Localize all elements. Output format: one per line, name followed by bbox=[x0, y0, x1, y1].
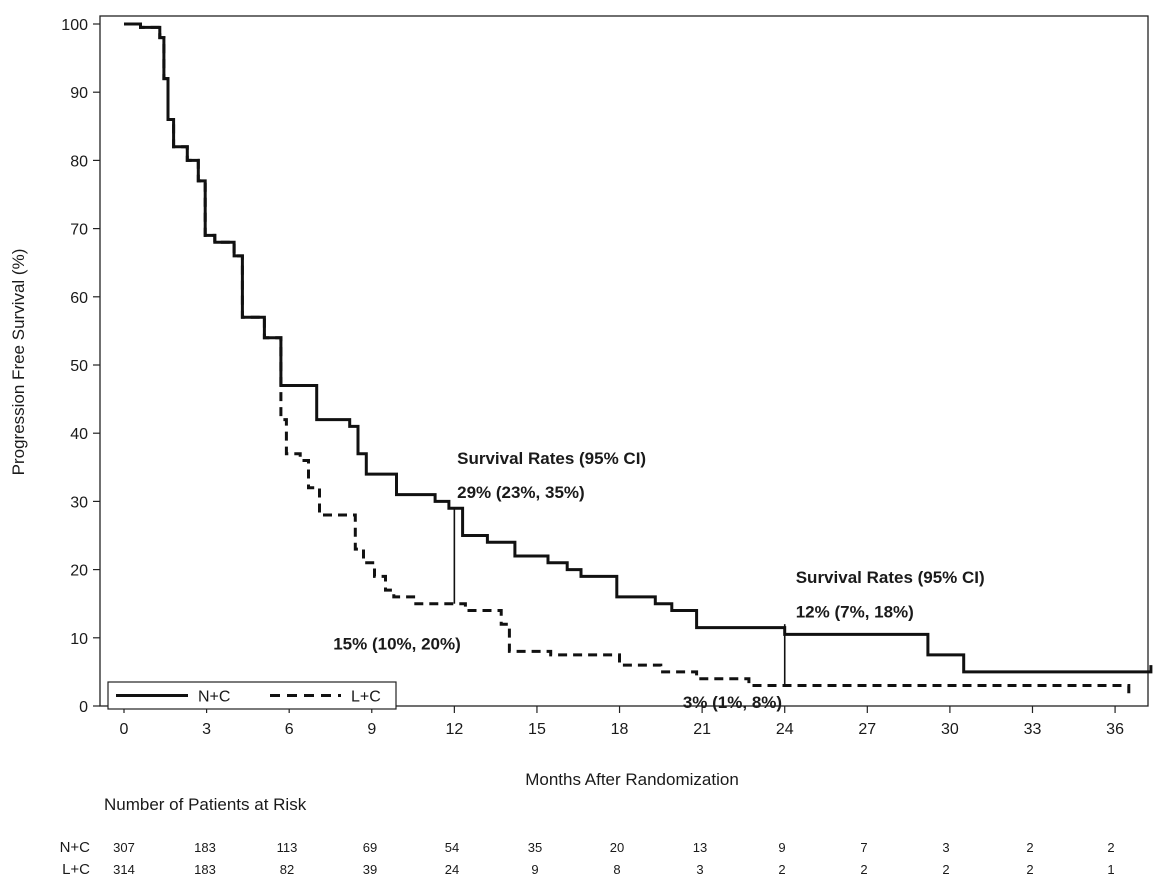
survival-curves bbox=[124, 22, 1153, 700]
x-tick-label: 21 bbox=[693, 721, 711, 738]
x-tick-label: 36 bbox=[1106, 721, 1124, 738]
risk-cell: 2 bbox=[860, 862, 867, 877]
risk-row-label: L+C bbox=[62, 861, 90, 878]
x-tick-label: 12 bbox=[445, 721, 463, 738]
y-tick-label: 30 bbox=[70, 494, 88, 511]
ci-marker-lines bbox=[453, 508, 786, 686]
risk-cell: 2 bbox=[1026, 840, 1033, 855]
y-tick-label: 10 bbox=[70, 631, 88, 648]
y-axis-label: Progression Free Survival (%) bbox=[9, 249, 28, 476]
x-tick-label: 33 bbox=[1024, 721, 1042, 738]
x-tick-label: 3 bbox=[202, 721, 211, 738]
x-tick-label: 6 bbox=[285, 721, 294, 738]
risk-cell: 20 bbox=[610, 840, 624, 855]
risk-cell: 24 bbox=[445, 862, 459, 877]
risk-cell: 2 bbox=[778, 862, 785, 877]
y-tick-label: 20 bbox=[70, 563, 88, 580]
y-tick-label: 40 bbox=[70, 426, 88, 443]
y-tick-label: 90 bbox=[70, 85, 88, 102]
y-tick-label: 0 bbox=[79, 699, 88, 716]
x-tick-label: 18 bbox=[611, 721, 629, 738]
legend-label: L+C bbox=[351, 689, 381, 706]
x-axis-label: Months After Randomization bbox=[525, 770, 739, 789]
risk-cell: 69 bbox=[363, 840, 377, 855]
annotation: Survival Rates (95% CI) bbox=[457, 449, 646, 468]
risk-table-title: Number of Patients at Risk bbox=[104, 795, 307, 814]
annotation: 29% (23%, 35%) bbox=[457, 483, 585, 502]
risk-cell: 2 bbox=[942, 862, 949, 877]
risk-cell: 2 bbox=[1107, 840, 1114, 855]
x-tick-label: 0 bbox=[120, 721, 129, 738]
risk-cell: 3 bbox=[942, 840, 949, 855]
risk-cell: 307 bbox=[113, 840, 135, 855]
risk-cell: 183 bbox=[194, 862, 216, 877]
curve-l-c bbox=[124, 22, 1131, 700]
x-tick-label: 27 bbox=[858, 721, 876, 738]
legend: N+C L+C bbox=[107, 681, 397, 710]
x-tick-label: 24 bbox=[776, 721, 794, 738]
x-tick-label: 30 bbox=[941, 721, 959, 738]
annotation: 12% (7%, 18%) bbox=[796, 602, 914, 621]
risk-cell: 7 bbox=[860, 840, 867, 855]
legend-label: N+C bbox=[198, 689, 230, 706]
risk-cell: 39 bbox=[363, 862, 377, 877]
risk-cell: 3 bbox=[696, 862, 703, 877]
risk-cell: 1 bbox=[1107, 862, 1114, 877]
risk-cell: 8 bbox=[613, 862, 620, 877]
annotation: Survival Rates (95% CI) bbox=[796, 568, 985, 587]
risk-cell: 82 bbox=[280, 862, 294, 877]
y-tick-label: 50 bbox=[70, 358, 88, 375]
x-tick-label: 9 bbox=[367, 721, 376, 738]
risk-cell: 183 bbox=[194, 840, 216, 855]
risk-cell: 54 bbox=[445, 840, 459, 855]
annotation: 3% (1%, 8%) bbox=[683, 693, 782, 712]
plot-frame bbox=[99, 15, 1149, 707]
curve-n-c bbox=[124, 22, 1153, 674]
annotation: 15% (10%, 20%) bbox=[333, 634, 461, 653]
y-tick-label: 100 bbox=[61, 17, 88, 34]
y-tick-label: 70 bbox=[70, 222, 88, 239]
risk-cell: 113 bbox=[277, 840, 298, 855]
y-tick-label: 80 bbox=[70, 153, 88, 170]
x-tick-label: 15 bbox=[528, 721, 546, 738]
risk-cell: 35 bbox=[528, 840, 542, 855]
risk-row-label: N+C bbox=[60, 839, 91, 856]
risk-table: N+C 307 183 113 69 54 35 20 13 9 7 3 2 2L+C 314 183 82 39… bbox=[60, 839, 1115, 878]
y-tick-label: 60 bbox=[70, 290, 88, 307]
risk-cell: 9 bbox=[531, 862, 538, 877]
risk-cell: 2 bbox=[1026, 862, 1033, 877]
annotations: Survival Rates (95% CI) 29% (23%, 35%) 15%… bbox=[333, 449, 984, 712]
risk-cell: 314 bbox=[113, 862, 135, 877]
risk-cell: 13 bbox=[693, 840, 707, 855]
risk-cell: 9 bbox=[778, 840, 785, 855]
